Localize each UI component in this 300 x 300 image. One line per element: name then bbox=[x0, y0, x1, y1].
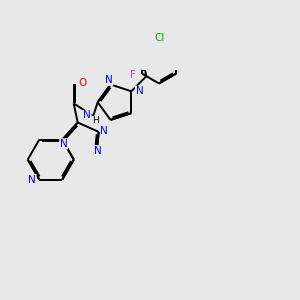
Text: N: N bbox=[28, 175, 36, 184]
Text: N: N bbox=[94, 146, 101, 156]
Text: N: N bbox=[136, 86, 143, 96]
Text: F: F bbox=[130, 70, 136, 80]
Text: Cl: Cl bbox=[154, 33, 165, 43]
Text: N: N bbox=[83, 110, 91, 120]
Text: N: N bbox=[105, 75, 113, 85]
Text: H: H bbox=[92, 116, 99, 125]
Text: N: N bbox=[100, 126, 108, 136]
Text: O: O bbox=[79, 78, 87, 88]
Text: N: N bbox=[60, 139, 68, 149]
